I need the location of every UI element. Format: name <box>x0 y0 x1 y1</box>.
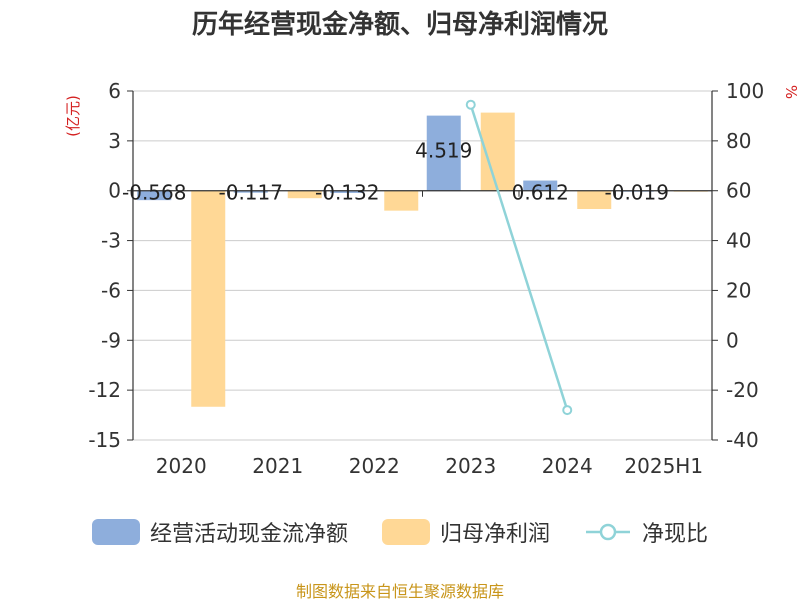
legend-item-netprofit[interactable]: 归母净利润 <box>381 516 550 548</box>
x-tick-label: 2025H1 <box>624 454 703 478</box>
y-right-tick-label: 0 <box>726 328 739 352</box>
bar-cashflow <box>330 190 365 193</box>
chart-title: 历年经营现金净额、归母净利润情况 <box>191 10 608 40</box>
x-tick-label: 2022 <box>349 454 400 478</box>
legend-swatch-ratio <box>586 523 630 541</box>
x-tick-label: 2021 <box>252 454 303 478</box>
data-label-cashflow: 0.612 <box>512 181 569 205</box>
bar-netprofit <box>191 190 226 407</box>
y-left-tick-label: 3 <box>108 129 121 153</box>
y-left-tick-label: 6 <box>108 79 121 103</box>
x-tick-label: 2023 <box>445 454 496 478</box>
source-note: 制图数据来自恒生聚源数据库 <box>295 582 504 601</box>
y-right-tick-label: 20 <box>726 278 751 302</box>
bar-netprofit <box>577 190 612 209</box>
y-right-tick-label: 80 <box>726 129 751 153</box>
y-right-tick-label: -20 <box>726 378 759 402</box>
y-left-tick-label: -12 <box>88 378 121 402</box>
y-right-tick-label: 40 <box>726 229 751 253</box>
legend-swatch-cashflow <box>91 519 140 545</box>
y-left-tick-label: -9 <box>101 328 121 352</box>
legend-item-ratio[interactable]: 净现比 <box>584 516 708 548</box>
bar-cashflow <box>137 190 172 201</box>
bar-netprofit <box>384 190 419 211</box>
legend: 经营活动现金流净额 归母净利润 净现比 <box>0 516 800 548</box>
line-ratio <box>469 104 569 411</box>
bar-netprofit <box>287 190 322 199</box>
legend-swatch-netprofit <box>381 519 430 545</box>
data-label-cashflow: -0.117 <box>219 181 283 205</box>
x-tick-label: 2024 <box>542 454 593 478</box>
y-right-unit: % <box>782 85 800 99</box>
y-left-tick-label: -6 <box>101 278 121 302</box>
y-left-unit: (亿元) <box>64 95 82 137</box>
legend-item-cashflow[interactable]: 经营活动现金流净额 <box>91 516 348 548</box>
legend-label-netprofit: 归母净利润 <box>439 522 550 547</box>
legend-label-ratio: 净现比 <box>642 522 709 547</box>
y-right-tick-label: 60 <box>726 179 751 203</box>
bar-cashflow <box>233 190 268 193</box>
y-right-tick-label: -40 <box>726 428 759 452</box>
data-label-cashflow: -0.568 <box>122 181 186 205</box>
data-label-cashflow: -0.019 <box>605 181 669 205</box>
y-right-tick-label: 100 <box>726 79 764 103</box>
data-label-cashflow: -0.132 <box>315 181 379 205</box>
legend-label-cashflow: 经营活动现金流净额 <box>149 522 348 547</box>
point-ratio <box>562 405 573 416</box>
y-left-tick-label: 0 <box>108 179 121 203</box>
point-ratio <box>465 99 476 110</box>
x-tick-label: 2020 <box>156 454 207 478</box>
y-left-tick-label: -3 <box>101 229 121 253</box>
y-left-tick-label: -15 <box>88 428 121 452</box>
data-label-cashflow: 4.519 <box>415 139 472 163</box>
bar-cashflow <box>426 115 461 191</box>
bar-cashflow <box>523 180 558 191</box>
